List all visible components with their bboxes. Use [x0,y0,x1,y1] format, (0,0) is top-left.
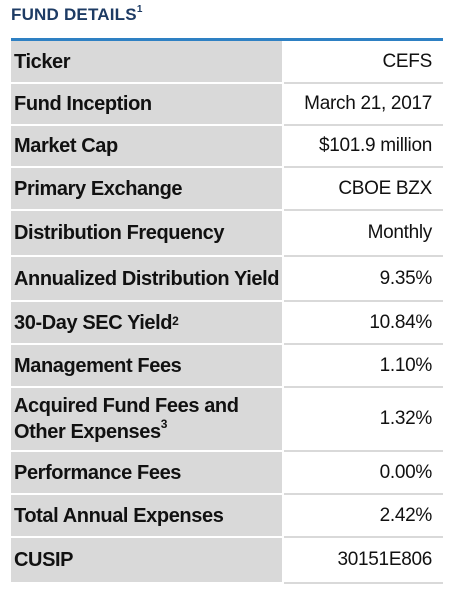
row-value-fund-inception: March 21, 2017 [284,84,443,126]
column-gap [282,211,284,257]
column-gap [282,495,284,538]
label-line-2: Other Expenses [14,421,161,443]
title-divider [11,38,443,41]
column-gap [282,302,284,345]
section-title-footnote: 1 [136,4,143,16]
label-text-wrap: Acquired Fund Fees and Other Expenses3 [14,393,239,445]
row-value-sec-yield: 10.84% [284,302,443,345]
label-text: Market Cap [14,135,118,157]
row-value-distribution-frequency: Monthly [284,211,443,257]
row-value-market-cap: $101.9 million [284,126,443,168]
row-label-fund-inception: Fund Inception [11,84,282,126]
row-value-ticker: CEFS [284,41,443,84]
row-value-annualized-distribution-yield: 9.35% [284,257,443,302]
row-label-acquired-fund-fees: Acquired Fund Fees and Other Expenses3 [11,388,282,452]
label-text: Fund Inception [14,93,152,115]
row-value-performance-fees: 0.00% [284,452,443,495]
label-text: Annualized Distribution Yield [14,267,280,290]
row-value-acquired-fund-fees: 1.32% [284,388,443,452]
section-title: FUND DETAILS1 [11,4,143,25]
column-gap [282,41,284,84]
row-value-cusip: 30151E806 [284,538,443,584]
row-value-management-fees: 1.10% [284,345,443,388]
row-value-total-annual-expenses: 2.42% [284,495,443,538]
row-label-ticker: Ticker [11,41,282,84]
label-text: Management Fees [14,354,182,377]
label-text: Total Annual Expenses [14,504,224,527]
label-text: Distribution Frequency [14,222,225,244]
column-gap [282,388,284,452]
row-label-sec-yield: 30-Day SEC Yield 2 [11,302,282,345]
row-label-market-cap: Market Cap [11,126,282,168]
column-gap [282,126,284,168]
row-label-primary-exchange: Primary Exchange [11,168,282,211]
row-value-primary-exchange: CBOE BZX [284,168,443,211]
column-gap [282,345,284,388]
column-gap [282,257,284,302]
column-gap [282,452,284,495]
row-label-cusip: CUSIP [11,538,282,584]
label-text: 30-Day SEC Yield [14,311,173,334]
row-label-annualized-distribution-yield: Annualized Distribution Yield [11,257,282,302]
row-label-distribution-frequency: Distribution Frequency [11,211,282,257]
row-label-performance-fees: Performance Fees [11,452,282,495]
column-gap [282,538,284,584]
row-label-total-annual-expenses: Total Annual Expenses [11,495,282,538]
footnote-marker: 3 [160,417,168,432]
column-gap [282,84,284,126]
label-text: Primary Exchange [14,177,183,200]
section-title-text: FUND DETAILS [11,5,137,24]
column-gap [282,168,284,211]
label-line-1: Acquired Fund Fees and [14,395,239,417]
label-text: Performance Fees [14,461,182,484]
fund-details-table: Ticker CEFS Fund Inception March 21, 201… [11,41,443,588]
label-text: CUSIP [14,549,74,571]
label-text: Ticker [14,50,71,73]
row-label-management-fees: Management Fees [11,345,282,388]
